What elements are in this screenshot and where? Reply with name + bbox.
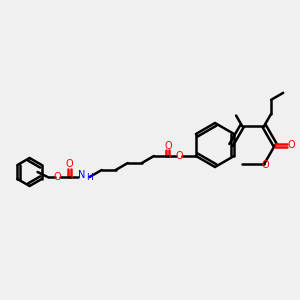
Text: O: O xyxy=(66,159,74,169)
Text: H: H xyxy=(86,172,93,182)
Text: O: O xyxy=(164,141,172,151)
Text: N: N xyxy=(78,170,85,180)
Text: O: O xyxy=(261,160,269,170)
Text: O: O xyxy=(175,151,183,161)
Text: O: O xyxy=(287,140,295,150)
Text: O: O xyxy=(54,172,61,182)
